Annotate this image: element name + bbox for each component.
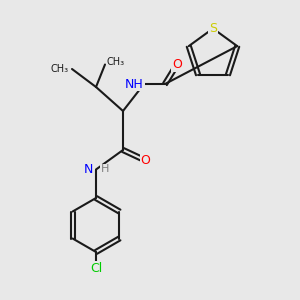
Text: CH₃: CH₃ — [106, 56, 124, 67]
Text: NH: NH — [125, 77, 144, 91]
Text: O: O — [141, 154, 150, 167]
Text: Cl: Cl — [90, 262, 102, 275]
Text: CH₃: CH₃ — [51, 64, 69, 74]
Text: H: H — [100, 164, 109, 175]
Text: S: S — [209, 22, 217, 35]
Text: N: N — [84, 163, 93, 176]
Text: O: O — [172, 58, 182, 71]
